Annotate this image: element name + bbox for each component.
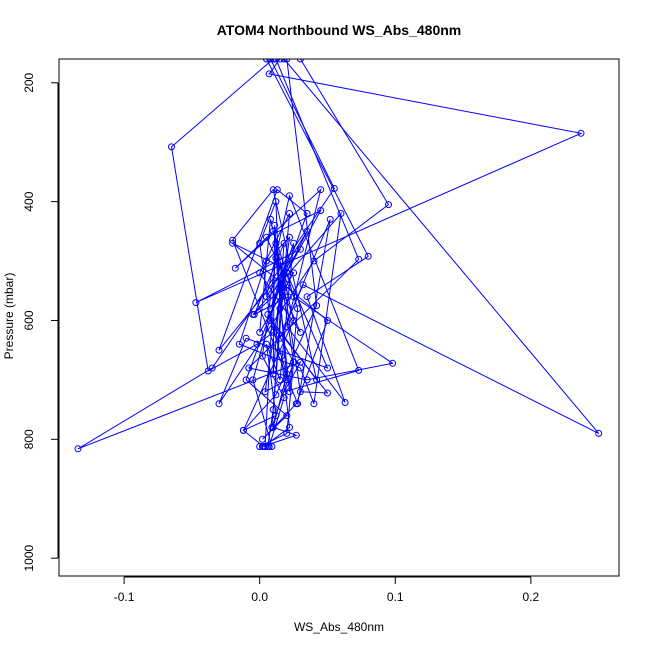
data-point	[231, 264, 239, 272]
series-line-5	[247, 59, 394, 447]
data-point	[317, 186, 325, 194]
data-point	[235, 340, 243, 348]
data-point	[267, 305, 274, 313]
data-point	[341, 399, 349, 406]
data-point	[269, 406, 277, 414]
data-point	[192, 299, 200, 307]
data-point	[208, 364, 216, 372]
series-line-6	[232, 59, 600, 447]
x-tick-label: -0.1	[114, 590, 135, 604]
data-point	[286, 233, 293, 241]
data-point	[286, 210, 293, 217]
data-point	[239, 426, 247, 434]
data-point	[290, 317, 298, 324]
series-line-1	[195, 59, 583, 447]
x-tick-label: 0.2	[523, 590, 540, 604]
data-point	[292, 431, 300, 439]
data-point	[310, 400, 318, 408]
y-axis: 200 400 600 800 1000	[22, 72, 59, 572]
data-point	[263, 293, 270, 301]
data-point	[269, 186, 277, 194]
x-tick-label: 0.0	[251, 590, 268, 604]
data-point	[215, 346, 223, 354]
y-tick-label: 200	[22, 72, 36, 92]
data-point	[294, 400, 302, 408]
data-point	[276, 59, 284, 63]
data-point	[269, 59, 277, 63]
data-point	[242, 334, 250, 342]
data-point	[286, 192, 293, 200]
data-point	[389, 359, 397, 367]
data-point	[296, 388, 304, 396]
data-point	[263, 257, 270, 265]
data-point	[268, 443, 276, 450]
data-point	[263, 59, 270, 63]
data-point	[280, 388, 288, 396]
data-point	[263, 233, 270, 241]
data-point	[263, 340, 270, 348]
x-tick-label: 0.1	[387, 590, 404, 604]
data-point	[256, 328, 264, 336]
data-point	[260, 443, 268, 450]
data-point	[595, 429, 603, 437]
data-point	[229, 236, 237, 244]
data-point	[326, 215, 334, 223]
x-axis: -0.1 0.0 0.1 0.2	[114, 576, 540, 604]
data-point	[385, 201, 392, 209]
y-axis-label: Pressure (mbar)	[2, 273, 16, 360]
data-point	[267, 317, 274, 324]
data-point	[273, 186, 281, 194]
data-point	[276, 257, 284, 265]
plot-frame	[58, 58, 620, 577]
data-point	[168, 143, 175, 151]
chart-title: ATOM4 Northbound WS_Abs_480nm	[217, 22, 462, 38]
data-point	[324, 317, 331, 324]
data-point	[324, 364, 331, 372]
data-point	[317, 207, 325, 214]
data-point	[286, 423, 293, 431]
data-point	[355, 255, 363, 263]
data-point	[330, 185, 338, 192]
data-point	[280, 59, 288, 63]
series-line-7	[77, 59, 360, 450]
data-point	[245, 364, 253, 372]
x-axis-label: WS_Abs_480nm	[294, 620, 384, 634]
data-point	[364, 252, 372, 260]
data-point	[296, 245, 304, 253]
data-point	[277, 352, 285, 360]
data-point	[296, 59, 304, 63]
data-point	[283, 412, 291, 420]
data-point	[215, 400, 223, 408]
y-tick-label: 1000	[22, 545, 36, 572]
data-point	[272, 391, 280, 399]
data-point	[324, 389, 331, 397]
data-point	[290, 293, 298, 301]
y-tick-label: 400	[22, 191, 36, 211]
data-point	[276, 334, 284, 342]
data-point	[272, 59, 280, 63]
data-point	[267, 59, 274, 63]
data-point	[283, 59, 291, 63]
data-point	[74, 445, 82, 453]
data-point	[249, 376, 257, 384]
y-tick-label: 800	[22, 429, 36, 449]
data-point	[303, 210, 311, 217]
series-line-8	[242, 59, 329, 447]
data-point	[577, 129, 585, 137]
data-point	[313, 302, 321, 310]
data-point	[355, 366, 363, 374]
data-point	[275, 284, 283, 292]
data-point	[303, 293, 311, 301]
data-point	[256, 269, 264, 277]
data-point	[296, 328, 304, 336]
y-tick-label: 600	[22, 310, 36, 330]
data-point	[249, 311, 257, 318]
data-point	[272, 198, 280, 206]
plot-area	[74, 59, 603, 453]
data-point	[265, 70, 273, 78]
data-point	[299, 281, 307, 289]
data-point	[303, 376, 311, 384]
